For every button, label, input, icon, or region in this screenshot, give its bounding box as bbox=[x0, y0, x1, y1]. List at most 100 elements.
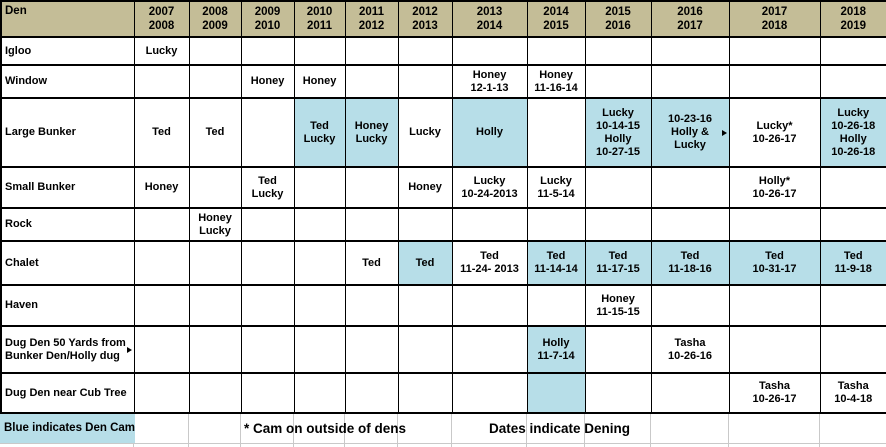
den-cell[interactable] bbox=[188, 240, 242, 286]
den-cell[interactable] bbox=[133, 240, 190, 286]
year-column-header[interactable]: 2018 2019 bbox=[819, 0, 886, 38]
year-column-header[interactable]: 2015 2016 bbox=[584, 0, 652, 38]
den-cell[interactable] bbox=[819, 284, 886, 327]
den-cell[interactable] bbox=[188, 166, 242, 209]
den-cell[interactable]: Honey 11-16-14 bbox=[526, 64, 586, 99]
den-cell[interactable] bbox=[133, 284, 190, 327]
den-cell[interactable]: Tasha 10-4-18 bbox=[819, 372, 886, 414]
year-column-header[interactable]: 2017 2018 bbox=[728, 0, 821, 38]
den-cell[interactable] bbox=[397, 36, 453, 66]
den-cell[interactable] bbox=[344, 284, 399, 327]
den-cell[interactable] bbox=[240, 372, 295, 414]
den-cell[interactable] bbox=[240, 240, 295, 286]
den-cell[interactable] bbox=[650, 207, 730, 242]
den-cam-cell[interactable]: Ted 10-31-17 bbox=[728, 240, 821, 286]
den-cell[interactable]: Ted 11-24- 2013 bbox=[451, 240, 528, 286]
den-name-cell[interactable]: Rock bbox=[0, 207, 135, 242]
den-cell[interactable] bbox=[133, 207, 190, 242]
den-cell[interactable] bbox=[240, 97, 295, 168]
den-cell[interactable] bbox=[344, 36, 399, 66]
den-cell[interactable] bbox=[293, 166, 346, 209]
den-name-cell[interactable]: Dug Den 50 Yards from Bunker Den/Holly d… bbox=[0, 325, 135, 374]
den-cam-cell[interactable]: Honey Lucky bbox=[344, 97, 399, 168]
den-cell[interactable] bbox=[188, 325, 242, 374]
den-cell[interactable] bbox=[728, 284, 821, 327]
den-name-cell[interactable]: Small Bunker bbox=[0, 166, 135, 209]
den-cell[interactable]: Lucky 10-24-2013 bbox=[451, 166, 528, 209]
den-cell[interactable] bbox=[344, 166, 399, 209]
den-name-cell[interactable]: Haven bbox=[0, 284, 135, 327]
den-cell[interactable]: Honey bbox=[133, 166, 190, 209]
den-cell[interactable] bbox=[650, 166, 730, 209]
den-cell[interactable] bbox=[397, 207, 453, 242]
den-cell[interactable] bbox=[526, 207, 586, 242]
year-column-header[interactable]: 2016 2017 bbox=[650, 0, 730, 38]
den-cell[interactable] bbox=[188, 36, 242, 66]
den-cell[interactable] bbox=[650, 36, 730, 66]
den-cell[interactable] bbox=[293, 36, 346, 66]
year-column-header[interactable]: 2010 2011 bbox=[293, 0, 346, 38]
year-column-header[interactable]: 2008 2009 bbox=[188, 0, 242, 38]
den-cell[interactable] bbox=[293, 372, 346, 414]
den-cam-cell[interactable]: Ted 11-14-14 bbox=[526, 240, 586, 286]
den-cam-cell[interactable]: Lucky 10-14-15 Holly 10-27-15 bbox=[584, 97, 652, 168]
den-cell[interactable] bbox=[819, 207, 886, 242]
den-cell[interactable] bbox=[728, 64, 821, 99]
year-column-header[interactable]: 2011 2012 bbox=[344, 0, 399, 38]
den-cell[interactable] bbox=[584, 372, 652, 414]
den-cell[interactable] bbox=[397, 284, 453, 327]
den-cam-cell[interactable]: Ted bbox=[397, 240, 453, 286]
den-cell[interactable] bbox=[344, 325, 399, 374]
den-cell[interactable] bbox=[240, 325, 295, 374]
den-cell[interactable] bbox=[397, 372, 453, 414]
den-cell[interactable] bbox=[397, 64, 453, 99]
den-cell[interactable] bbox=[650, 284, 730, 327]
den-cell[interactable] bbox=[344, 372, 399, 414]
den-cell[interactable]: Honey Lucky bbox=[188, 207, 242, 242]
den-cam-cell[interactable]: Holly 11-7-14 bbox=[526, 325, 586, 374]
den-cell[interactable] bbox=[819, 36, 886, 66]
den-name-cell[interactable]: Chalet bbox=[0, 240, 135, 286]
den-cell[interactable]: Holly* 10-26-17 bbox=[728, 166, 821, 209]
legend-den-cam-cell[interactable]: Blue indicates Den Cam bbox=[0, 414, 135, 443]
den-cam-cell[interactable]: 10-23-16 Holly & Lucky bbox=[650, 97, 730, 168]
den-cell[interactable] bbox=[240, 284, 295, 327]
year-column-header[interactable]: 2013 2014 bbox=[451, 0, 528, 38]
den-column-header[interactable]: Den bbox=[0, 0, 135, 38]
den-cell[interactable]: Tasha 10-26-17 bbox=[728, 372, 821, 414]
den-cell[interactable]: Honey bbox=[397, 166, 453, 209]
den-cam-cell[interactable]: Holly bbox=[451, 97, 528, 168]
den-cell[interactable]: Honey bbox=[293, 64, 346, 99]
den-name-cell[interactable]: Igloo bbox=[0, 36, 135, 66]
den-cam-cell[interactable]: Ted 11-9-18 bbox=[819, 240, 886, 286]
den-cell[interactable] bbox=[584, 166, 652, 209]
den-cell[interactable]: Lucky 11-5-14 bbox=[526, 166, 586, 209]
den-cell[interactable] bbox=[188, 372, 242, 414]
den-cell[interactable] bbox=[133, 325, 190, 374]
den-cell[interactable] bbox=[344, 207, 399, 242]
den-cell[interactable] bbox=[819, 166, 886, 209]
den-cell[interactable] bbox=[397, 325, 453, 374]
den-cell[interactable] bbox=[293, 207, 346, 242]
den-cell[interactable] bbox=[293, 325, 346, 374]
den-cell[interactable] bbox=[240, 36, 295, 66]
den-cam-cell[interactable] bbox=[526, 372, 586, 414]
den-cell[interactable] bbox=[188, 64, 242, 99]
den-cam-cell[interactable]: Ted Lucky bbox=[293, 97, 346, 168]
den-cam-cell[interactable]: Ted 11-17-15 bbox=[584, 240, 652, 286]
den-cell[interactable] bbox=[584, 64, 652, 99]
den-cell[interactable]: Lucky bbox=[397, 97, 453, 168]
den-cell[interactable] bbox=[584, 325, 652, 374]
den-cell[interactable] bbox=[133, 64, 190, 99]
den-cell[interactable]: Ted bbox=[133, 97, 190, 168]
den-cell[interactable]: Honey bbox=[240, 64, 295, 99]
den-cell[interactable] bbox=[728, 325, 821, 374]
den-cell[interactable] bbox=[819, 64, 886, 99]
den-cell[interactable] bbox=[451, 372, 528, 414]
den-cell[interactable] bbox=[526, 284, 586, 327]
den-cell[interactable] bbox=[526, 97, 586, 168]
den-cell[interactable] bbox=[650, 64, 730, 99]
year-column-header[interactable]: 2014 2015 bbox=[526, 0, 586, 38]
den-cell[interactable] bbox=[819, 325, 886, 374]
den-name-cell[interactable]: Window bbox=[0, 64, 135, 99]
